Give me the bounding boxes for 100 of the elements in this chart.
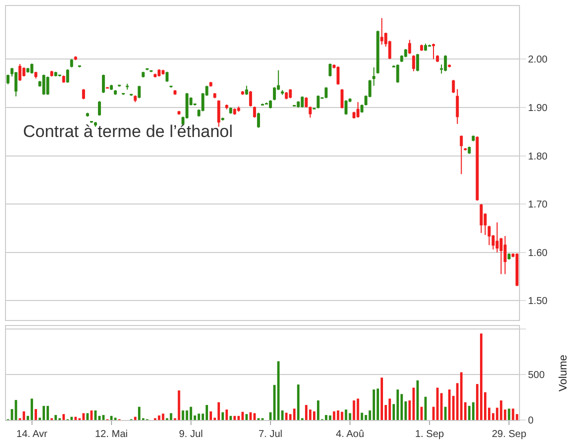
bar xyxy=(444,406,447,420)
x-tick-label: 7. Jul xyxy=(258,429,282,440)
bar xyxy=(102,414,105,420)
candlestick xyxy=(213,92,216,99)
bar xyxy=(138,406,140,420)
bar xyxy=(332,411,336,420)
candlestick xyxy=(154,73,157,78)
bar xyxy=(508,408,510,420)
candlestick xyxy=(424,43,428,52)
candlestick xyxy=(308,106,312,118)
y-axis-title: Volume xyxy=(557,354,570,392)
candlestick xyxy=(74,56,78,61)
candlestick xyxy=(404,48,408,58)
candlestick xyxy=(372,66,376,86)
candlestick xyxy=(245,85,248,96)
bar xyxy=(380,378,383,420)
candlestick xyxy=(102,74,105,94)
candlestick xyxy=(78,64,82,68)
x-tick-label: 9. Jul xyxy=(178,429,203,440)
candlestick xyxy=(468,146,471,154)
candlestick xyxy=(86,112,89,118)
bar xyxy=(62,414,65,420)
candlestick xyxy=(428,44,431,48)
candlestick xyxy=(14,72,18,97)
candlestick xyxy=(253,106,256,118)
bar xyxy=(229,416,232,420)
candlestick xyxy=(324,86,328,99)
bar xyxy=(70,416,73,420)
bar xyxy=(293,408,296,420)
candlestick xyxy=(344,100,348,116)
candlestick xyxy=(174,90,176,96)
bar xyxy=(30,398,34,420)
candlestick xyxy=(30,62,34,74)
candlestick xyxy=(452,79,455,94)
candlestick xyxy=(114,90,117,96)
candlestick xyxy=(444,54,447,72)
candlestick xyxy=(233,108,236,116)
bar xyxy=(420,406,423,420)
bar xyxy=(249,412,252,420)
bar xyxy=(110,416,113,420)
bar xyxy=(305,404,308,420)
candlestick xyxy=(380,18,384,46)
candlestick xyxy=(340,88,344,109)
candlestick xyxy=(312,107,316,110)
y-tick-label: 1.60 xyxy=(528,248,548,259)
candlestick xyxy=(356,102,360,118)
candlestick xyxy=(488,225,491,246)
candlestick xyxy=(448,64,451,68)
candlestick xyxy=(328,62,332,78)
candlestick xyxy=(126,83,129,90)
bar xyxy=(42,406,45,420)
bar xyxy=(74,416,77,420)
x-tick-label: 4. Aoû xyxy=(336,429,364,440)
candlestick xyxy=(158,68,161,78)
bar xyxy=(226,410,228,420)
y-tick-label: 500 xyxy=(528,370,546,381)
candlestick xyxy=(288,88,292,99)
bar xyxy=(134,416,136,420)
candlestick xyxy=(22,66,26,78)
candlestick xyxy=(396,64,400,84)
candlestick xyxy=(257,112,260,128)
y-tick-label: 2.00 xyxy=(528,54,548,66)
candlestick xyxy=(241,90,244,96)
bar xyxy=(396,390,399,420)
candlestick xyxy=(90,120,93,124)
candlestick xyxy=(26,67,30,74)
bar xyxy=(206,404,208,420)
bar xyxy=(448,390,451,420)
candlestick xyxy=(34,71,38,79)
bar xyxy=(372,390,376,420)
candlestick xyxy=(416,53,420,72)
candlestick xyxy=(146,68,149,71)
bar xyxy=(46,406,49,420)
candlestick xyxy=(261,103,264,106)
candlestick xyxy=(360,104,364,114)
candlestick xyxy=(82,88,86,100)
y-tick-label: 1.50 xyxy=(528,296,548,308)
candlestick xyxy=(376,30,380,74)
bar xyxy=(468,406,470,420)
candlestick xyxy=(229,106,232,114)
bar xyxy=(412,388,415,420)
candlestick xyxy=(316,94,320,109)
candlestick xyxy=(408,39,412,54)
y-tick-label: 1.90 xyxy=(528,102,548,114)
bar xyxy=(360,412,364,420)
candlestick xyxy=(225,104,228,110)
candlestick xyxy=(42,74,46,96)
bar xyxy=(460,372,463,420)
bar xyxy=(222,412,224,420)
candlestick xyxy=(142,71,145,78)
y-tick-label: 1.80 xyxy=(528,151,548,162)
bar xyxy=(364,414,368,420)
bar xyxy=(277,361,280,420)
bar xyxy=(416,380,419,420)
bar xyxy=(34,409,38,420)
bar xyxy=(328,415,332,420)
candlestick xyxy=(265,102,268,106)
candlestick xyxy=(118,84,121,88)
bar xyxy=(316,400,320,420)
bar xyxy=(54,414,57,420)
